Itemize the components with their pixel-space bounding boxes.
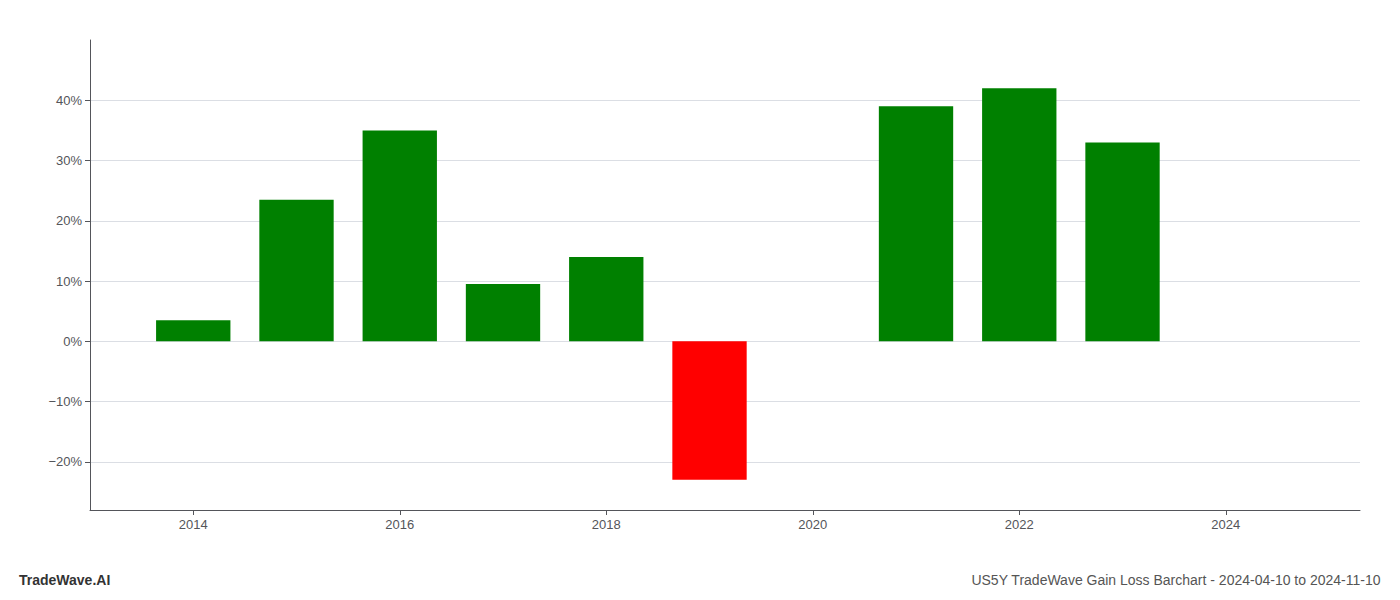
svg-text:10%: 10%: [56, 274, 82, 289]
svg-text:2018: 2018: [592, 517, 621, 532]
svg-text:0%: 0%: [63, 334, 82, 349]
svg-text:2014: 2014: [179, 517, 208, 532]
svg-text:2020: 2020: [798, 517, 827, 532]
svg-text:US5Y TradeWave Gain Loss Barch: US5Y TradeWave Gain Loss Barchart - 2024…: [971, 572, 1380, 588]
svg-text:TradeWave.AI: TradeWave.AI: [19, 572, 110, 588]
svg-text:−10%: −10%: [48, 394, 82, 409]
svg-text:2016: 2016: [385, 517, 414, 532]
svg-text:2022: 2022: [1005, 517, 1034, 532]
svg-text:2024: 2024: [1211, 517, 1240, 532]
svg-text:40%: 40%: [56, 93, 82, 108]
svg-text:−20%: −20%: [48, 454, 82, 469]
svg-text:30%: 30%: [56, 153, 82, 168]
svg-text:20%: 20%: [56, 213, 82, 228]
